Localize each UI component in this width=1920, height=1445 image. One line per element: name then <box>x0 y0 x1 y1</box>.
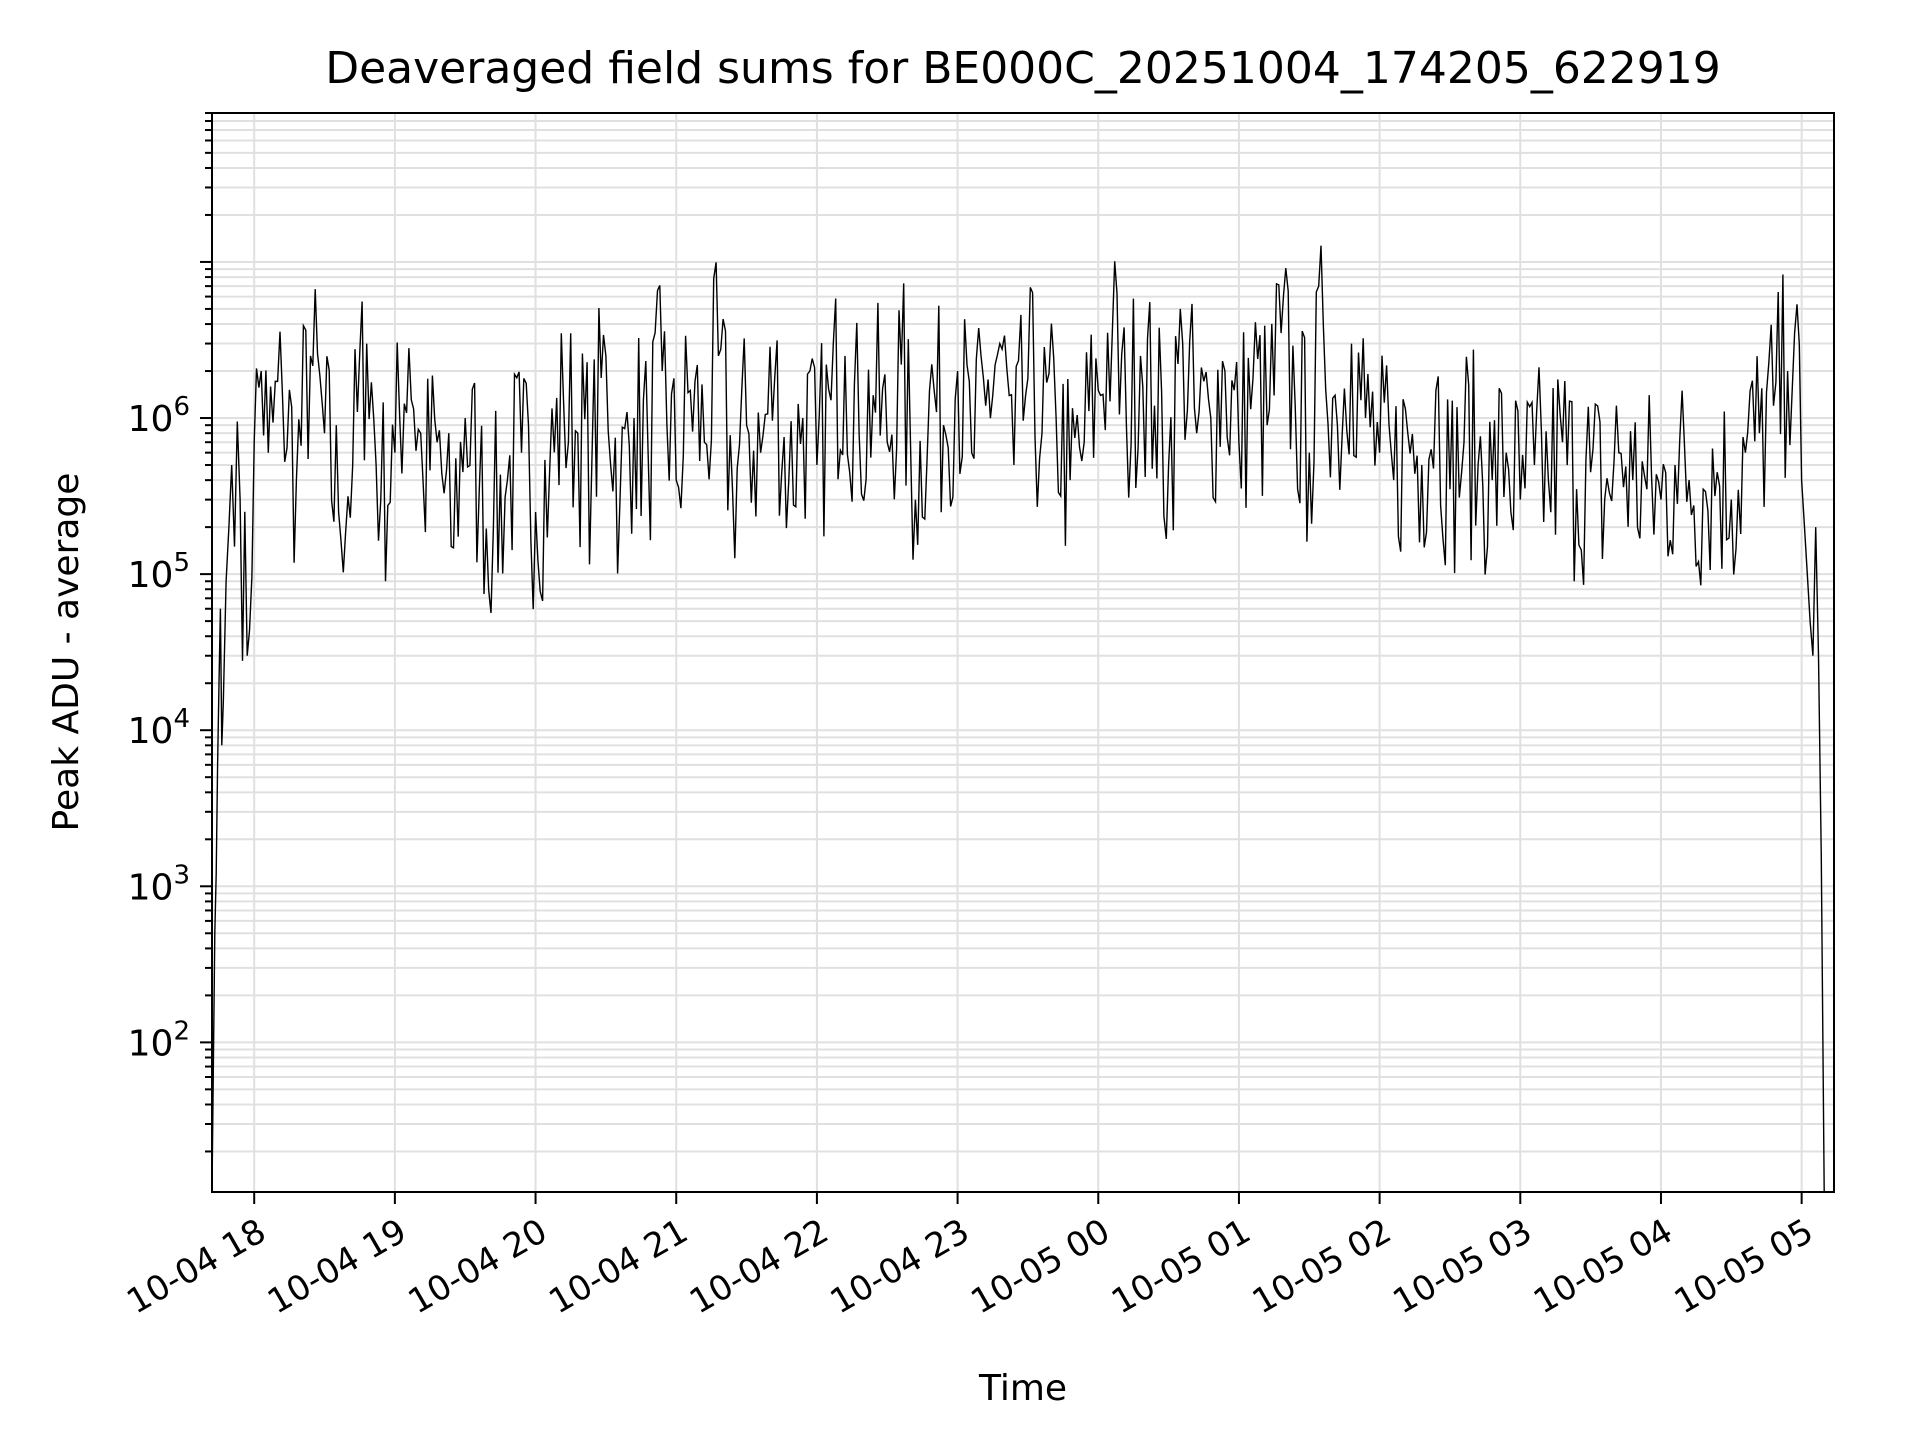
y-tick-label: 106 <box>128 392 190 440</box>
plot-frame <box>211 112 1835 1193</box>
y-tick-label: 104 <box>128 704 190 752</box>
y-tick-label: 102 <box>128 1016 190 1064</box>
series-line <box>211 245 1825 1193</box>
plot-data <box>211 245 1825 1193</box>
y-tick-label: 105 <box>128 548 190 596</box>
grid-lines <box>212 112 1834 1192</box>
x-axis-label: Time <box>978 1368 1067 1409</box>
y-tick-label: 103 <box>128 860 190 908</box>
y-axis-label: Peak ADU - average <box>46 473 87 832</box>
chart-title: Deaveraged field sums for BE000C_2025100… <box>325 43 1721 94</box>
y-axis: 102 103 104 105 106 <box>128 112 212 1153</box>
